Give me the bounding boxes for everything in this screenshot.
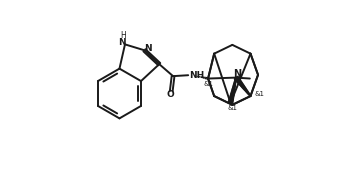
- Polygon shape: [239, 82, 242, 85]
- Text: O: O: [167, 91, 175, 99]
- Polygon shape: [235, 77, 239, 81]
- Polygon shape: [240, 83, 243, 86]
- Polygon shape: [233, 85, 235, 87]
- Polygon shape: [245, 90, 247, 92]
- Text: N: N: [144, 44, 152, 53]
- Text: &1: &1: [255, 91, 264, 97]
- Polygon shape: [244, 88, 246, 90]
- Text: H: H: [121, 31, 126, 40]
- Polygon shape: [229, 100, 233, 102]
- Polygon shape: [233, 86, 235, 88]
- Polygon shape: [232, 90, 235, 92]
- Polygon shape: [246, 91, 248, 93]
- Polygon shape: [228, 101, 233, 103]
- Text: &1: &1: [227, 105, 237, 111]
- Polygon shape: [238, 81, 242, 84]
- Polygon shape: [230, 96, 234, 98]
- Polygon shape: [247, 92, 249, 94]
- Polygon shape: [241, 85, 244, 88]
- Polygon shape: [233, 88, 235, 89]
- Polygon shape: [230, 94, 234, 96]
- Polygon shape: [248, 94, 250, 95]
- Text: N: N: [233, 69, 241, 79]
- Polygon shape: [248, 93, 250, 95]
- Polygon shape: [234, 76, 239, 80]
- Polygon shape: [234, 81, 236, 83]
- Polygon shape: [235, 80, 236, 82]
- Polygon shape: [229, 99, 233, 101]
- Polygon shape: [234, 84, 235, 85]
- Polygon shape: [231, 93, 234, 94]
- Polygon shape: [230, 95, 234, 97]
- Polygon shape: [231, 91, 234, 93]
- Polygon shape: [243, 87, 246, 89]
- Polygon shape: [245, 89, 247, 91]
- Polygon shape: [236, 78, 240, 82]
- Text: N: N: [118, 38, 125, 47]
- Polygon shape: [235, 78, 236, 79]
- Polygon shape: [242, 86, 245, 88]
- Polygon shape: [234, 82, 236, 84]
- Polygon shape: [237, 80, 241, 83]
- Polygon shape: [235, 79, 236, 80]
- Polygon shape: [229, 98, 233, 100]
- Polygon shape: [250, 95, 251, 96]
- Polygon shape: [232, 89, 235, 91]
- Polygon shape: [237, 79, 240, 82]
- Text: &1: &1: [204, 81, 214, 87]
- Polygon shape: [241, 84, 244, 87]
- Text: NH: NH: [189, 70, 204, 79]
